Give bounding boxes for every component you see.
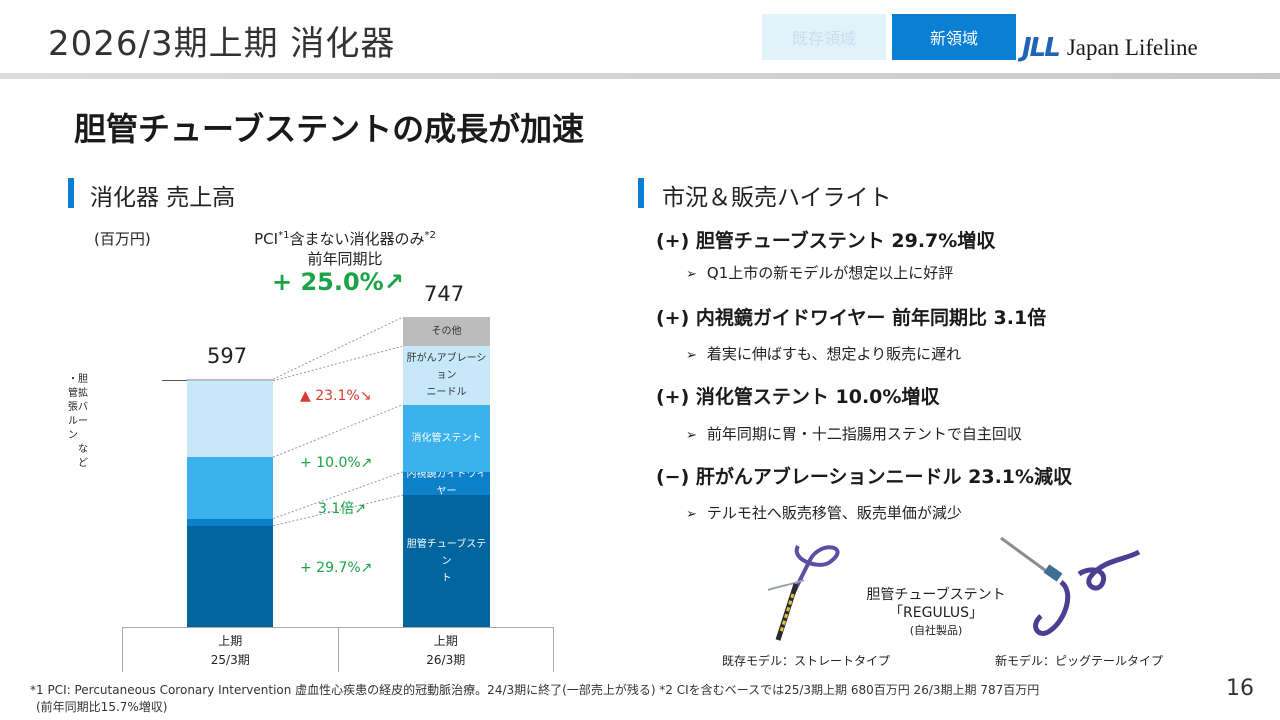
bar-segment: 胆管チューブステント (403, 495, 490, 627)
product-name: 胆管チューブステント (866, 587, 1006, 603)
pci-prefix: PCI (254, 230, 279, 248)
section-marker-left (68, 178, 74, 208)
bullet-arrow-icon: ➢ (686, 428, 697, 443)
new-model-caption: 新モデル：ピッグテールタイプ (995, 654, 1164, 668)
highlight-heading: (+) 消化管ステント 10.0%増収 (656, 386, 940, 408)
segment-label-line: ニードル (426, 386, 467, 398)
segment-label: 消化管ステント (412, 430, 482, 447)
pci-footnote-ref-2: *2 (424, 230, 436, 241)
segment-label-line: その他 (431, 326, 462, 338)
total-label-25-3: 597 (207, 344, 248, 368)
footnote-line1: *1 PCI: Percutaneous Coronary Interventi… (30, 683, 1040, 697)
segment-label-line: 肝がんアブレーション (406, 352, 487, 381)
connector-line (272, 404, 404, 458)
category-year-label: 25/3期 (210, 653, 250, 667)
logo-mark: JLL (1022, 33, 1061, 63)
total-label-26-3: 747 (424, 282, 465, 306)
left-section-title: 消化器 売上高 (90, 185, 236, 211)
pci-note: PCI*1含まない消化器のみ*2 前年同期比 (200, 226, 490, 269)
category-26-3: 上期 26/3期 (337, 628, 554, 672)
category-period-label: 上期 (433, 634, 458, 648)
segment-label-line: 内視鏡ガイドワイ (406, 471, 487, 481)
change-label: + 29.7%↗ (300, 560, 373, 576)
bar-segment (187, 380, 273, 458)
highlight-heading: (+) 胆管チューブステント 29.7%増収 (656, 230, 996, 252)
tab-existing-domain[interactable]: 既存領域 (762, 14, 886, 60)
segment-label-line: ヤー (436, 486, 457, 496)
highlight-bullet-text: 着実に伸ばすも、想定より販売に遅れ (706, 345, 962, 363)
highlight-bullet: ➢ 着実に伸ばすも、想定より販売に遅れ (686, 343, 961, 364)
bar-segment (187, 525, 273, 627)
category-year-label: 26/3期 (426, 653, 466, 667)
bar-segment (187, 379, 273, 381)
existing-model-caption: 既存モデル：ストレートタイプ (722, 654, 891, 668)
highlight-bullet-text: 前年同期に胃・十二指腸用ステントで自主回収 (706, 425, 1022, 443)
connector-line (272, 345, 404, 382)
company-logo: JLL Japan Lifeline (1022, 30, 1198, 66)
segment-label-line: 胆管チューブステン (406, 538, 487, 567)
right-section-title: 市況＆販売ハイライト (662, 185, 892, 211)
bar-segment: 肝がんアブレーションニードル (403, 346, 490, 405)
growth-rate: + 25.0%↗ (272, 268, 404, 296)
bar-segment (187, 518, 273, 526)
change-label: 3.1倍↗ (318, 501, 366, 517)
page-number: 16 (1226, 676, 1254, 701)
bullet-arrow-icon: ➢ (686, 348, 697, 363)
footnote-line2: (前年同期比15.7%増収) (36, 700, 168, 714)
change-label: + 10.0%↗ (300, 455, 373, 471)
product-own-label: (自社製品) (909, 624, 963, 637)
pci-comparison: 前年同期比 (307, 250, 383, 268)
straight-stent-image (767, 545, 840, 641)
category-25-3: 上期 25/3期 (123, 628, 338, 672)
connector-line (272, 316, 404, 380)
tab-new-domain[interactable]: 新領域 (892, 14, 1016, 60)
bullet-arrow-icon: ➢ (686, 267, 697, 282)
highlight-bullet: ➢ テルモ社へ販売移管、販売単価が減少 (686, 502, 962, 523)
section-marker-right (638, 178, 644, 208)
category-period-label: 上期 (218, 634, 243, 648)
highlight-heading: (−) 肝がんアブレーションニードル 23.1%減収 (656, 466, 1073, 488)
pci-footnote-ref-1: *1 (278, 230, 290, 241)
header-divider (0, 73, 1280, 79)
balloon-note-line2: など (78, 444, 88, 469)
footnote: *1 PCI: Percutaneous Coronary Interventi… (30, 682, 1210, 716)
segment-label-line: 消化管ステント (411, 432, 482, 444)
product-caption: 胆管チューブステント 「REGULUS」 (自社製品) (860, 586, 1012, 640)
product-brand: 「REGULUS」 (889, 605, 983, 621)
slide-headline: 胆管チューブステントの成長が加速 (74, 110, 585, 148)
highlight-heading: (+) 内視鏡ガイドワイヤー 前年同期比 3.1倍 (656, 307, 1047, 329)
balloon-note-leader (162, 380, 187, 381)
highlight-bullet-text: テルモ社へ販売移管、販売単価が減少 (706, 504, 962, 522)
bar-segment: 内視鏡ガイドワイ ヤー (403, 471, 490, 496)
logo-text: Japan Lifeline (1066, 35, 1198, 60)
page-title: 2026/3期上期 消化器 (48, 24, 396, 64)
pigtail-stent-image (1000, 536, 1141, 636)
highlight-bullet-text: Q1上市の新モデルが想定以上に好評 (706, 264, 954, 282)
segment-label: 肝がんアブレーションニードル (403, 350, 490, 401)
segment-label: その他 (432, 323, 462, 340)
balloon-note-line1: ・胆管拡張バルーン (68, 374, 88, 441)
balloon-note: ・胆管拡張バルーン など (68, 373, 88, 471)
segment-label: 胆管チューブステント (403, 536, 490, 587)
bar-segment (187, 457, 273, 519)
pci-middle: 含まない消化器のみ (289, 230, 425, 248)
bar-segment: 消化管ステント (403, 404, 490, 472)
unit-label: (百万円) (94, 230, 151, 248)
segment-label-line: ト (441, 572, 452, 584)
change-label: ▲ 23.1%↘ (300, 388, 372, 404)
bullet-arrow-icon: ➢ (686, 507, 697, 522)
category-axis: 上期 25/3期 上期 26/3期 (122, 627, 554, 672)
bar-segment: その他 (403, 317, 490, 347)
segment-label: 内視鏡ガイドワイ ヤー (407, 472, 487, 495)
highlight-bullet: ➢ Q1上市の新モデルが想定以上に好評 (686, 262, 953, 283)
highlight-bullet: ➢ 前年同期に胃・十二指腸用ステントで自主回収 (686, 423, 1022, 444)
connector-line (272, 471, 404, 520)
